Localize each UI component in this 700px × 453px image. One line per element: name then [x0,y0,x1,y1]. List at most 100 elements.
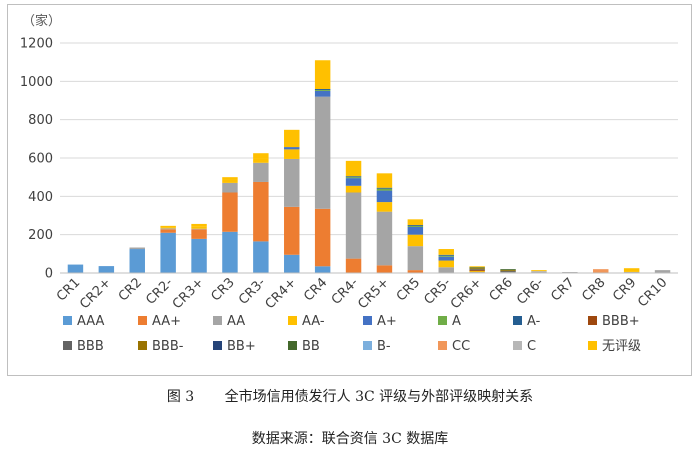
x-tick-label: CR6 [487,275,516,304]
y-tick-label: 200 [28,228,53,243]
x-tick-label: CR6+ [448,275,485,312]
legend-item-A: A [438,314,461,329]
legend-item-BB+: BB+ [213,339,256,354]
legend-swatch [288,341,297,350]
y-tick-label: 800 [28,113,53,128]
bar-segment-CR6--C [531,271,547,273]
bar-segment-CR5-无评级 [407,219,424,226]
legend-item-A-: A- [513,314,541,329]
bar-segment-CR6-BBB [500,271,516,273]
legend-label: AA [227,314,245,329]
legend-swatch [438,341,447,350]
bar-segment-CR5+-无评级 [376,173,393,188]
legend-label: A [452,314,461,329]
legend-item-C: C [513,339,536,354]
gridlines [60,42,678,236]
x-tick-label: CR4 [301,275,330,304]
bar-segment-CR2-AA [129,247,145,250]
y-tick-label: 1200 [20,37,53,52]
bar-segment-CR2--AA+ [160,229,176,233]
legend-item-AA-: AA- [288,314,325,329]
legend-swatch [513,341,522,350]
legend-label: CC [452,339,470,354]
bar-segment-CR2--无评级 [160,225,176,228]
legend-item-无评级: 无评级 [588,339,641,354]
legend-item-A+: A+ [363,314,397,329]
bar-segment-CR5-A [407,226,424,227]
bar-segment-CR4--A- [345,176,362,178]
bar-segment-CR2--AA [160,228,176,230]
x-tick-label: CR6- [514,275,547,308]
bar-segment-CR3-AA [222,182,238,193]
legend-item-BBB-: BBB- [138,339,184,354]
bar-segment-CR4-AA+ [314,208,331,267]
bar-segment-CR5+-AA+ [376,265,393,273]
x-tick-label: CR4+ [263,275,300,312]
legend-swatch [363,341,372,350]
x-tick-label: CR8 [579,275,608,304]
x-tick-label: CR2+ [77,275,114,312]
bar-segment-CR5+-A+ [376,190,393,203]
bar-segment-CR4+-AAA [284,254,300,273]
bar-segment-CR6--无评级 [531,270,547,272]
bar-segment-CR6-BB [500,269,516,271]
bar-segment-CR3-无评级 [222,177,238,180]
legend-swatch [588,341,597,350]
bar-segment-CR3+-AA- [191,226,207,229]
bar-segment-CR4--AA- [345,185,362,193]
bar-segment-CR4-无评级 [314,60,331,89]
bar-segment-CR4--A [345,177,362,179]
bar-segment-CR4+-AA [284,158,300,207]
legend-swatch [213,341,222,350]
bar-segment-CR5+-A- [376,187,393,189]
legend: AAA AA+ AA AA- A+ A A- BBB+BBB BBB- BB+ BB B- CC C 无评级 [63,314,641,354]
bar-segment-CR6+-BBB+ [469,270,485,272]
bar-segment-CR4-A [314,89,331,91]
bar-segment-CR5+-AA- [376,202,393,212]
bar-segment-CR6+-无评级 [469,266,485,268]
legend-swatch [138,316,147,325]
legend-label: 无评级 [602,339,641,354]
figure-title: 全市场信用债发行人 3C 评级与外部评级映射关系 [224,389,534,405]
bar-segment-CR3--AA+ [253,181,269,242]
legend-item-CC: CC [438,339,470,354]
bar-segment-CR4--AA [345,192,362,259]
legend-item-AA+: AA+ [138,314,181,329]
bar-segment-CR5-A- [407,225,424,227]
bar-segment-CR4-A- [314,89,331,90]
y-tick-label: 400 [28,190,53,205]
bar-segment-CR8-CC [593,269,609,273]
legend-swatch [63,316,72,325]
bar-segment-CR9-无评级 [623,268,640,272]
bar-segment-CR6+-AA- [469,271,485,273]
bar-segment-CR4--A+ [345,178,362,186]
x-tick-label: CR3+ [170,275,207,312]
legend-swatch [213,316,222,325]
legend-label: BB [302,339,320,354]
bar-segment-CR6-BBB- [500,270,516,272]
y-axis-unit-label: （家） [22,13,61,29]
figure-caption: 图 3 全市场信用债发行人 3C 评级与外部评级映射关系 [0,386,700,406]
bar-segment-CR3+-AA [191,228,207,230]
legend-item-AAA: AAA [63,314,105,329]
legend-label: BBB [77,339,104,354]
bar-segment-CR3--AA [253,162,269,182]
legend-label: BBB+ [602,314,640,329]
legend-label: A+ [377,314,397,329]
legend-swatch [588,316,597,325]
bar-segment-CR5--A+ [438,256,454,261]
chart-frame: （家） 0 200 400 600 800 1000 1200 CR1 CR2+ CR2 CR2- C… [7,4,692,376]
bar-segment-CR5+-A [376,188,393,191]
x-tick-label: CR5 [394,275,423,304]
bar-segment-CR2--AA- [160,227,176,229]
bar-segment-CR10-AA [654,270,671,273]
bar-segment-CR3-AA- [222,179,238,183]
bars [67,60,671,273]
bar-segment-CR3--AAA [253,241,269,273]
legend-label: AA- [302,314,325,329]
legend-item-BBB+: BBB+ [588,314,640,329]
bar-segment-CR3--无评级 [253,153,269,159]
bar-segment-CR2+-AAA [98,266,115,273]
bar-segment-CR6+-BB [469,267,485,269]
